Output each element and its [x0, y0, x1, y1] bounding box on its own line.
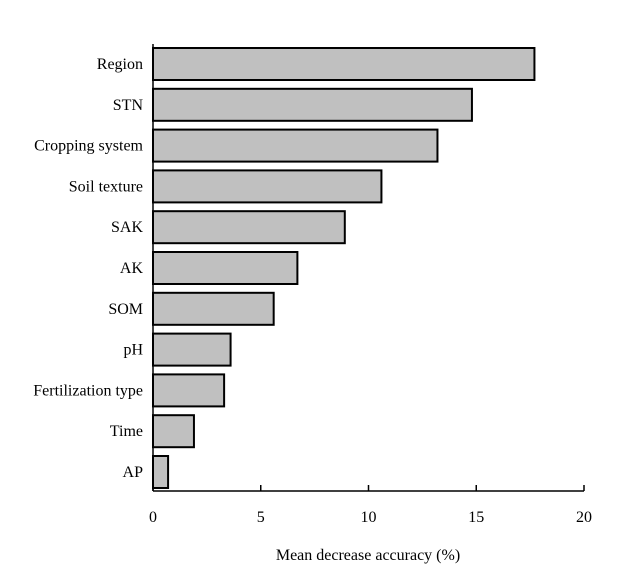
x-tick-label: 0	[149, 509, 157, 526]
category-label: STN	[113, 97, 144, 114]
category-label: AK	[120, 260, 144, 277]
x-tick-label: 5	[257, 509, 265, 526]
bar-fertilization-type	[152, 373, 226, 408]
x-tick-label: 20	[576, 509, 592, 526]
bar-time	[152, 414, 195, 449]
bar-stn	[152, 87, 473, 122]
category-label: Fertilization type	[33, 382, 143, 399]
bar-ph	[152, 332, 232, 367]
x-tick-label: 10	[361, 509, 377, 526]
bar-sak	[152, 210, 346, 245]
category-label: SAK	[111, 219, 143, 236]
category-label: Time	[110, 423, 143, 440]
x-axis-label: Mean decrease accuracy (%)	[276, 547, 460, 564]
category-label: pH	[123, 342, 143, 359]
bar-region	[152, 47, 536, 81]
bars-group	[152, 47, 536, 489]
category-label: Soil texture	[69, 178, 143, 195]
category-label: SOM	[108, 301, 143, 318]
bar-soil-texture	[152, 169, 383, 204]
category-label: AP	[123, 464, 144, 481]
category-labels-group: Region STN Cropping system Soil texture SAK A…	[33, 56, 143, 481]
bar-som	[152, 291, 275, 326]
bar-ap	[152, 455, 170, 489]
category-label: Region	[97, 56, 143, 73]
x-tick-label: 15	[468, 509, 484, 526]
x-ticks-group: 0 5 10 15 20	[149, 485, 592, 526]
bar-ak	[152, 251, 299, 285]
bar-cropping-system	[152, 128, 439, 163]
category-label: Cropping system	[34, 138, 143, 155]
